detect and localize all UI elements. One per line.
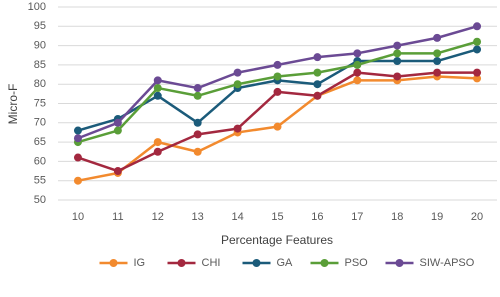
data-point xyxy=(473,74,482,83)
legend-marker xyxy=(395,259,404,267)
data-point xyxy=(73,134,82,143)
x-axis-title: Percentage Features xyxy=(221,233,333,247)
data-point xyxy=(353,68,362,77)
y-tick-label: 55 xyxy=(34,175,46,187)
data-point xyxy=(233,80,242,89)
data-point xyxy=(273,72,282,81)
data-point xyxy=(153,147,162,156)
data-point xyxy=(433,33,442,42)
data-point xyxy=(353,49,362,58)
data-point xyxy=(273,87,282,96)
y-tick-label: 95 xyxy=(34,20,46,32)
data-point xyxy=(153,138,162,147)
y-axis-title: Micro-F xyxy=(6,84,20,125)
data-point xyxy=(73,126,82,135)
legend-marker xyxy=(109,259,118,267)
data-point xyxy=(353,76,362,85)
data-point xyxy=(313,80,322,89)
x-tick-label: 14 xyxy=(231,211,243,223)
y-tick-label: 75 xyxy=(34,97,46,109)
data-point xyxy=(193,118,202,127)
y-tick-label: 85 xyxy=(34,59,46,71)
data-point xyxy=(193,130,202,139)
data-point xyxy=(193,147,202,156)
x-tick-label: 13 xyxy=(192,211,204,223)
data-point xyxy=(153,76,162,85)
x-tick-label: 11 xyxy=(112,211,123,223)
data-point xyxy=(233,68,242,77)
data-point xyxy=(113,167,122,176)
data-point xyxy=(393,41,402,50)
data-point xyxy=(433,57,442,66)
data-point xyxy=(273,60,282,69)
legend-marker xyxy=(177,259,186,267)
data-point xyxy=(353,60,362,69)
data-point xyxy=(153,84,162,93)
x-tick-label: 20 xyxy=(471,211,483,223)
legend-label: PSO xyxy=(345,257,369,269)
x-tick-label: 16 xyxy=(311,211,323,223)
data-point xyxy=(113,126,122,135)
data-point xyxy=(473,37,482,46)
y-tick-label: 100 xyxy=(28,1,46,13)
data-point xyxy=(193,84,202,93)
data-point xyxy=(73,176,82,185)
data-point xyxy=(473,68,482,77)
x-tick-label: 17 xyxy=(351,211,363,223)
x-tick-label: 19 xyxy=(431,211,443,223)
legend-marker xyxy=(252,259,261,267)
legend-label: IG xyxy=(134,257,146,269)
y-tick-label: 80 xyxy=(34,78,46,90)
data-point xyxy=(113,118,122,127)
x-tick-label: 18 xyxy=(391,211,403,223)
y-tick-label: 50 xyxy=(34,194,46,206)
x-tick-label: 10 xyxy=(72,211,84,223)
data-point xyxy=(193,91,202,100)
data-point xyxy=(393,49,402,58)
data-point xyxy=(233,124,242,133)
y-tick-label: 65 xyxy=(34,136,46,148)
data-point xyxy=(433,49,442,58)
legend-label: GA xyxy=(277,257,294,269)
data-point xyxy=(313,68,322,77)
data-point xyxy=(393,72,402,81)
x-tick-label: 15 xyxy=(271,211,283,223)
y-tick-label: 90 xyxy=(34,40,46,52)
data-point xyxy=(313,91,322,100)
legend-marker xyxy=(320,259,329,267)
y-tick-label: 70 xyxy=(34,117,46,129)
data-point xyxy=(433,68,442,77)
data-point xyxy=(273,122,282,131)
data-point xyxy=(393,57,402,66)
x-tick-label: 12 xyxy=(152,211,164,223)
data-point xyxy=(473,45,482,54)
data-point xyxy=(473,22,482,31)
data-point xyxy=(73,153,82,162)
y-tick-label: 60 xyxy=(34,155,46,167)
legend-label: SIW-APSO xyxy=(420,257,475,269)
data-point xyxy=(153,91,162,100)
data-point xyxy=(313,53,322,62)
legend-label: CHI xyxy=(202,257,221,269)
